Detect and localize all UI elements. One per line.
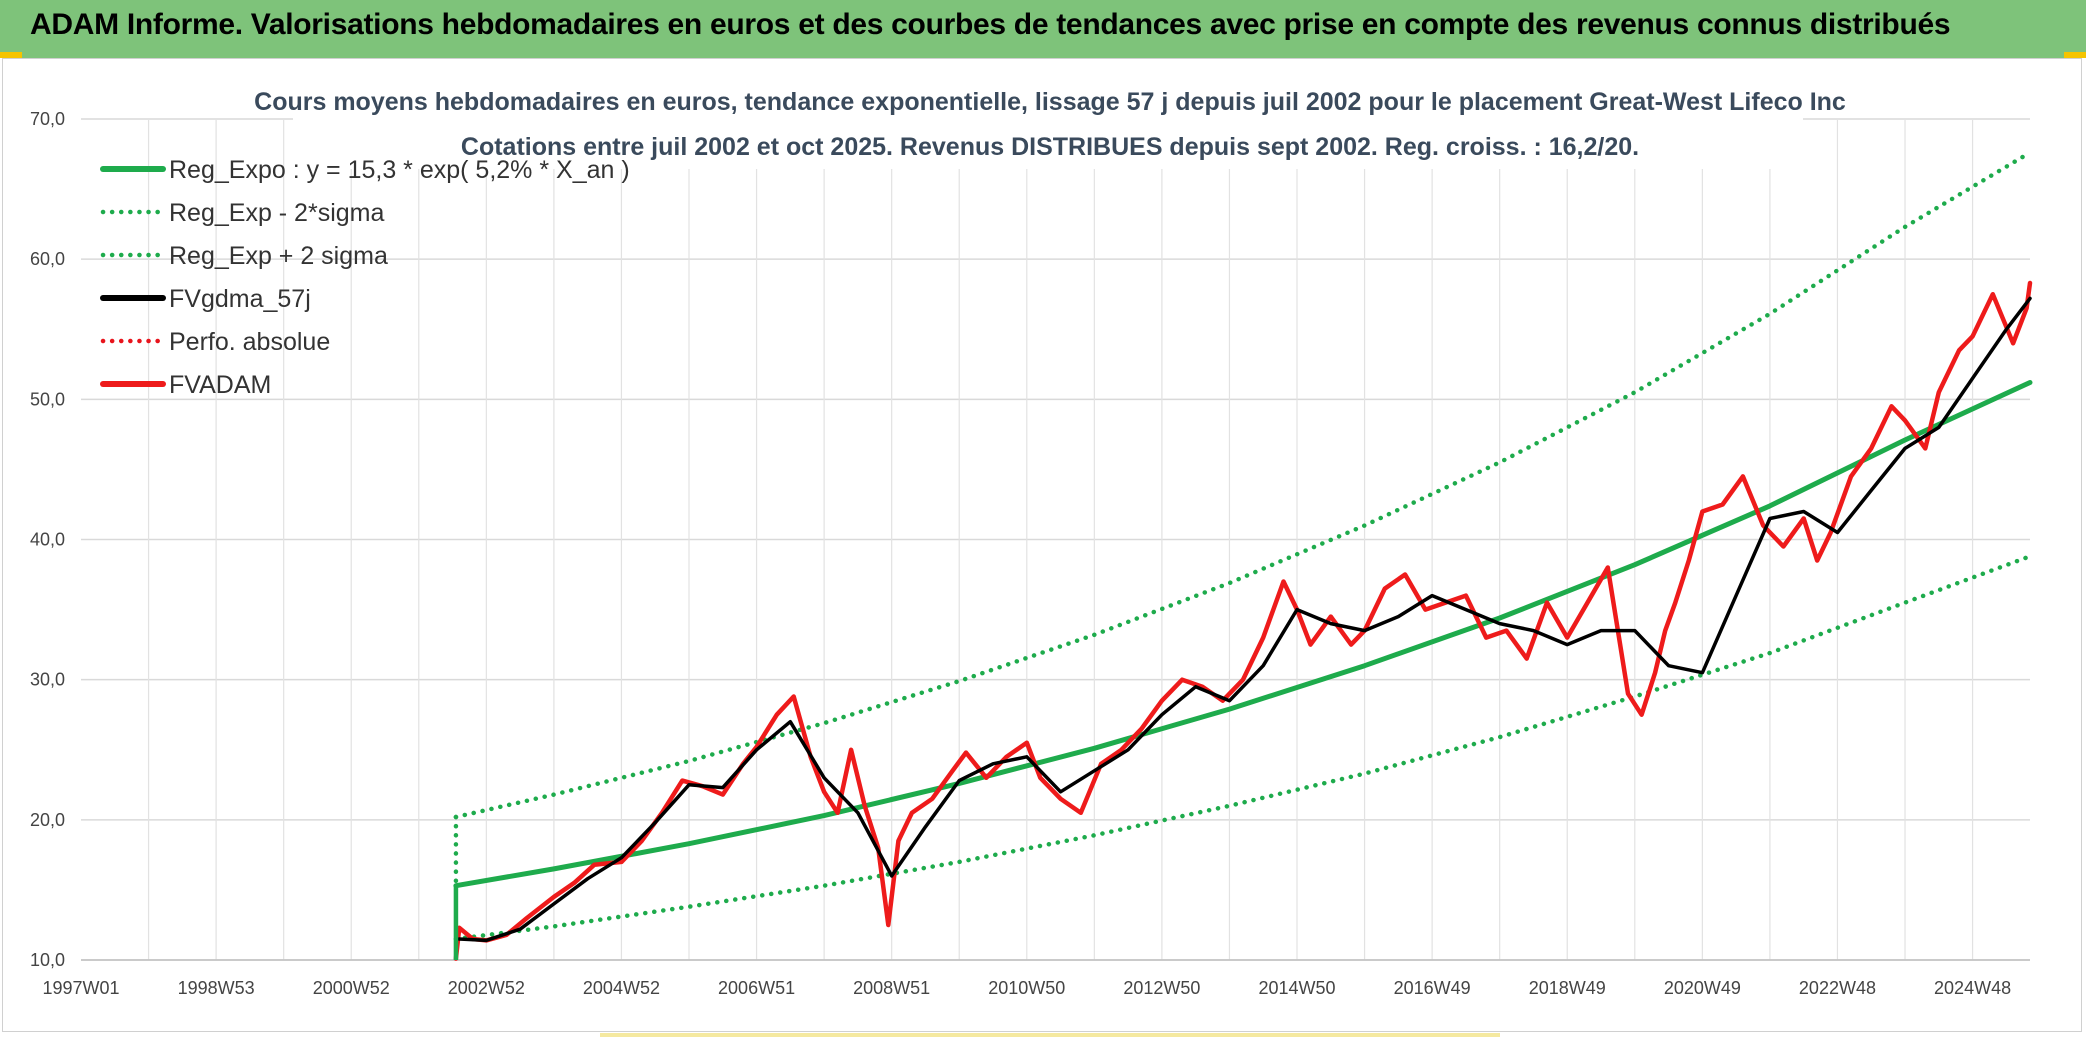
series-line-3	[457, 296, 2032, 943]
x-tick-label: 2004W52	[583, 978, 660, 998]
y-tick-label: 70,0	[30, 109, 65, 129]
x-tick-label: 2010W50	[988, 978, 1065, 998]
x-tick-label: 2006W51	[718, 978, 795, 998]
x-tick-label: 1997W01	[42, 978, 119, 998]
x-tick-label: 2008W51	[853, 978, 930, 998]
chart-subtitle: Cotations entre juil 2002 et oct 2025. R…	[461, 133, 1639, 161]
x-tick-label: 2002W52	[448, 978, 525, 998]
y-tick-label: 60,0	[30, 249, 65, 269]
legend-label: Perfo. absolue	[169, 328, 330, 356]
x-tick-label: 2012W50	[1123, 978, 1200, 998]
x-tick-label: 2014W50	[1258, 978, 1335, 998]
x-tick-label: 1998W53	[178, 978, 255, 998]
x-tick-label: 2022W48	[1799, 978, 1876, 998]
x-tick-label: 2016W49	[1394, 978, 1471, 998]
bottom-strip	[600, 1033, 1500, 1037]
series-line-2	[453, 150, 2033, 820]
banner-accent-left	[0, 52, 22, 58]
legend-label: Reg_Expo : y = 15,3 * exp( 5,2% * X_an )	[169, 156, 630, 184]
series-line-0	[453, 380, 2033, 889]
legend-label: Reg_Exp - 2*sigma	[169, 199, 384, 227]
y-tick-label: 10,0	[30, 950, 65, 970]
report-title: ADAM Informe. Valorisations hebdomadaire…	[30, 8, 1951, 41]
chart-title: Cours moyens hebdomadaires en euros, ten…	[254, 88, 1846, 116]
chart-svg: 10,0 20,0 30,0 40,0 50,0 60,0 70,0 1997W01 1998W…	[30, 79, 2033, 998]
x-tick-label: 2020W49	[1664, 978, 1741, 998]
banner-accent-right	[2064, 52, 2086, 58]
legend-label: FVgdma_57j	[169, 285, 311, 313]
title-background	[293, 79, 1803, 169]
x-tick-label: 2000W52	[313, 978, 390, 998]
y-tick-label: 30,0	[30, 670, 65, 690]
legend-label: Reg_Exp + 2 sigma	[169, 242, 388, 270]
x-tick-label: 2024W48	[1934, 978, 2011, 998]
legend-label: FVADAM	[169, 371, 271, 399]
y-tick-label: 50,0	[30, 389, 65, 409]
series-line-1	[453, 554, 2033, 942]
chart-frame: 10,0 20,0 30,0 40,0 50,0 60,0 70,0 1997W01 1998W…	[2, 58, 2082, 1032]
y-tick-label: 40,0	[30, 530, 65, 550]
x-tick-label: 2018W49	[1529, 978, 1606, 998]
report-banner: ADAM Informe. Valorisations hebdomadaire…	[0, 0, 2086, 58]
series-line-5	[453, 280, 2033, 961]
y-tick-label: 20,0	[30, 810, 65, 830]
